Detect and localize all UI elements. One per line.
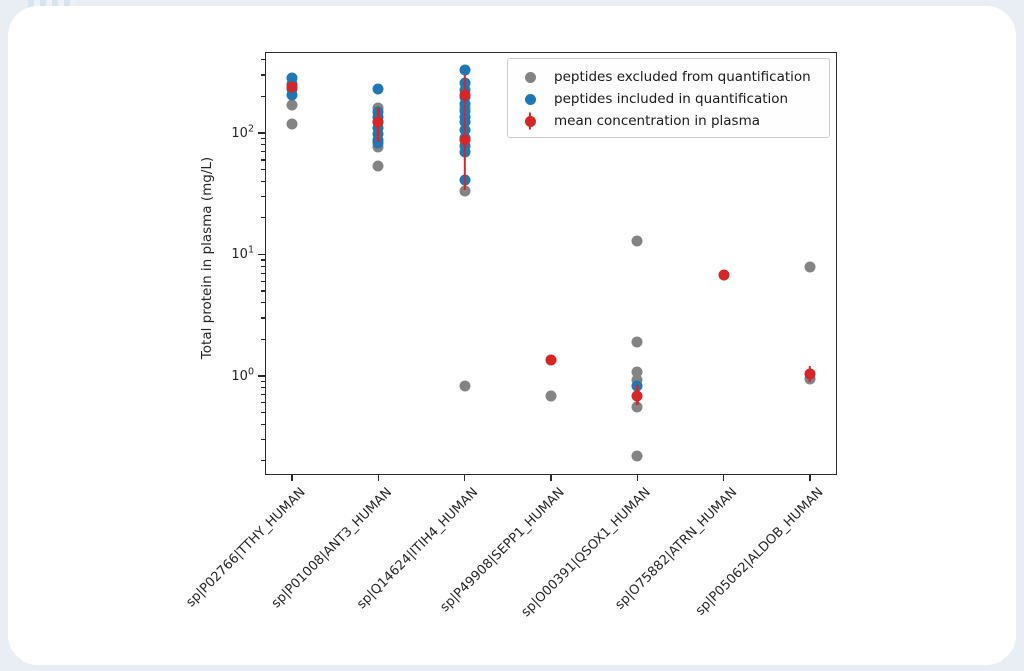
- included-point: [372, 137, 384, 149]
- y-minor-tick: [261, 394, 265, 396]
- y-minor-tick: [261, 259, 265, 261]
- y-tick-label: 101: [231, 244, 254, 263]
- y-minor-tick: [261, 137, 265, 140]
- y-minor-tick: [261, 144, 265, 146]
- y-minor-tick: [261, 168, 265, 171]
- y-minor-tick: [261, 95, 265, 97]
- y-minor-tick: [261, 74, 265, 76]
- mean-point: [459, 134, 471, 146]
- x-tick: [809, 475, 811, 481]
- x-tick: [550, 475, 552, 481]
- x-tick: [463, 475, 466, 481]
- y-minor-tick: [261, 180, 265, 182]
- legend-entry-included: peptides included in quantification: [518, 88, 829, 110]
- y-minor-tick: [261, 265, 265, 267]
- excluded-point: [631, 401, 643, 413]
- y-minor-tick: [261, 460, 265, 462]
- y-minor-tick: [261, 338, 265, 340]
- excluded-point: [631, 366, 643, 378]
- excluded-point: [631, 336, 643, 348]
- x-tick: [291, 475, 293, 481]
- excluded-point: [459, 380, 471, 392]
- y-minor-tick: [261, 423, 265, 425]
- mean-point: [718, 269, 730, 281]
- y-minor-tick: [261, 438, 265, 441]
- y-minor-tick: [261, 302, 265, 304]
- mean-errorbar-marker-icon: [518, 110, 542, 132]
- y-minor-tick: [261, 159, 265, 161]
- x-tick: [636, 475, 639, 481]
- excluded-point: [459, 185, 471, 197]
- y-minor-tick: [261, 151, 265, 153]
- y-tick-label: 100: [231, 366, 254, 384]
- excluded-point: [545, 390, 557, 402]
- excluded-point: [631, 374, 643, 386]
- y-minor-tick: [261, 402, 265, 404]
- mean-error-bar: [463, 75, 466, 190]
- legend-label-excluded: peptides excluded from quantification: [554, 69, 811, 85]
- y-axis-label: Total protein in plasma (mg/L): [199, 156, 215, 360]
- excluded-point: [286, 118, 298, 130]
- mean-point: [631, 390, 643, 402]
- y-major-tick: [258, 375, 265, 377]
- y-major-tick: [258, 132, 265, 134]
- x-tick: [722, 475, 725, 481]
- included-point: [459, 64, 471, 76]
- mean-point: [372, 116, 384, 128]
- legend-entry-mean: mean concentration in plasma: [518, 110, 829, 132]
- excluded-point: [372, 160, 384, 172]
- y-minor-tick: [261, 317, 265, 319]
- excluded-point: [631, 450, 643, 462]
- included-point: [286, 89, 298, 101]
- mean-point: [804, 368, 816, 380]
- legend: peptides excluded from quantification pe…: [507, 58, 830, 138]
- excluded-point: [286, 99, 298, 111]
- y-tick-label: 102: [231, 123, 254, 141]
- y-major-tick: [258, 253, 265, 256]
- mean-point: [545, 354, 557, 366]
- excluded-marker-icon: [518, 66, 542, 88]
- legend-label-mean: mean concentration in plasma: [554, 113, 761, 129]
- y-minor-tick: [261, 387, 265, 389]
- y-minor-tick: [261, 280, 265, 282]
- y-minor-tick: [261, 217, 265, 219]
- included-point: [372, 83, 384, 95]
- mean-point: [286, 81, 298, 93]
- y-minor-tick: [261, 290, 265, 292]
- legend-entry-excluded: peptides excluded from quantification: [518, 66, 829, 88]
- y-minor-tick: [261, 195, 265, 198]
- legend-label-included: peptides included in quantification: [554, 91, 789, 107]
- y-minor-tick: [261, 272, 265, 274]
- y-minor-tick: [261, 380, 265, 383]
- included-marker-icon: [518, 88, 542, 110]
- excluded-point: [631, 235, 643, 247]
- y-minor-tick: [261, 59, 265, 61]
- y-minor-tick: [261, 411, 265, 414]
- x-tick: [377, 475, 380, 481]
- mean-point: [459, 89, 471, 101]
- excluded-point: [804, 261, 816, 273]
